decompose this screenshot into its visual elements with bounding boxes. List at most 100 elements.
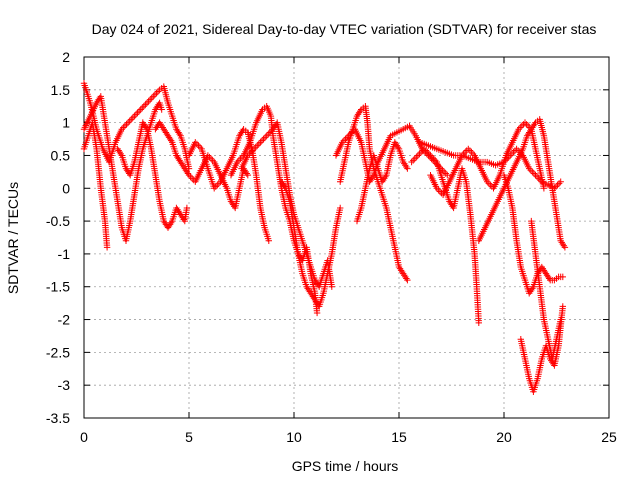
data-point bbox=[468, 148, 475, 156]
data-point bbox=[559, 273, 566, 281]
data-point bbox=[540, 185, 548, 192]
data-point bbox=[521, 119, 529, 126]
x-tick-labels: 0 5 10 15 20 25 bbox=[80, 429, 617, 445]
data-point bbox=[244, 171, 251, 179]
data-point bbox=[555, 180, 563, 187]
y-tick-label: -1.5 bbox=[46, 279, 70, 295]
data-point bbox=[121, 122, 129, 130]
data-point bbox=[408, 158, 415, 166]
x-tick-label: 25 bbox=[601, 429, 617, 445]
y-tick-label: -1 bbox=[58, 246, 71, 262]
data-point bbox=[139, 104, 146, 112]
data-point bbox=[103, 244, 111, 251]
series-track-5 bbox=[152, 119, 251, 212]
data-point bbox=[313, 309, 321, 317]
data-point bbox=[265, 237, 272, 244]
data-point bbox=[557, 316, 564, 323]
data-point bbox=[440, 168, 448, 176]
axis-ticks bbox=[83, 56, 610, 419]
y-tick-label: 1 bbox=[62, 115, 70, 131]
x-tick-label: 20 bbox=[496, 429, 512, 445]
data-point bbox=[337, 204, 344, 212]
data-point bbox=[146, 96, 154, 103]
data-point bbox=[195, 142, 202, 149]
y-axis-label: SDTVAR / TECUs bbox=[5, 182, 21, 294]
data-point bbox=[126, 117, 133, 125]
data-point bbox=[258, 137, 266, 144]
data-point bbox=[145, 98, 152, 105]
data-point bbox=[518, 122, 526, 130]
x-tick-label: 5 bbox=[185, 429, 193, 445]
data-point bbox=[207, 155, 215, 162]
data-point bbox=[123, 121, 130, 128]
data-point bbox=[263, 132, 270, 139]
series-track-15 bbox=[427, 119, 548, 199]
series-track-4 bbox=[114, 119, 191, 231]
data-point bbox=[131, 112, 138, 120]
y-tick-label: 0 bbox=[62, 180, 70, 196]
data-point bbox=[135, 107, 143, 115]
data-point bbox=[124, 119, 132, 126]
y-tick-label: 2 bbox=[62, 49, 70, 65]
data-point bbox=[465, 145, 472, 153]
data-point bbox=[409, 157, 417, 164]
x-tick-label: 15 bbox=[391, 429, 407, 445]
data-point bbox=[260, 135, 267, 143]
data-point bbox=[475, 319, 482, 327]
plot-frame bbox=[83, 56, 610, 419]
series-track-19 bbox=[528, 217, 564, 363]
y-tick-label: 0.5 bbox=[51, 147, 71, 163]
data-point bbox=[411, 155, 418, 162]
y-tick-label: -3 bbox=[58, 377, 71, 393]
data-point bbox=[254, 142, 261, 149]
x-tick-label: 0 bbox=[80, 429, 88, 445]
data-point bbox=[154, 88, 162, 95]
y-tick-label: -2 bbox=[58, 312, 71, 328]
data-point bbox=[523, 121, 530, 128]
data-point bbox=[529, 168, 536, 176]
data-marks bbox=[80, 80, 569, 395]
data-point bbox=[466, 147, 474, 154]
x-tick-label: 10 bbox=[286, 429, 302, 445]
data-point bbox=[142, 101, 149, 108]
series-track-9 bbox=[278, 178, 344, 310]
data-point bbox=[132, 111, 140, 118]
data-point bbox=[134, 109, 141, 116]
y-tick-label: -2.5 bbox=[46, 344, 70, 360]
y-tick-label: -3.5 bbox=[46, 410, 70, 426]
data-point bbox=[151, 91, 159, 98]
y-tick-label: 1.5 bbox=[51, 82, 71, 98]
data-point bbox=[148, 94, 155, 102]
data-point bbox=[342, 135, 349, 143]
data-point bbox=[153, 89, 160, 97]
data-point bbox=[129, 114, 137, 121]
data-point bbox=[530, 170, 538, 177]
series-track-16 bbox=[475, 116, 569, 251]
data-point bbox=[150, 93, 157, 100]
data-point bbox=[255, 140, 263, 148]
data-point bbox=[559, 303, 566, 310]
data-point bbox=[214, 181, 221, 189]
data-point bbox=[257, 139, 264, 146]
data-point bbox=[442, 170, 449, 177]
data-point bbox=[261, 134, 269, 141]
data-point bbox=[328, 283, 335, 290]
data-point bbox=[137, 106, 144, 113]
y-tick-labels: -3.5 -3 -2.5 -2 -1.5 -1 -0.5 0 0.5 1 1.5 2 bbox=[46, 49, 70, 426]
series-track-6 bbox=[185, 126, 272, 244]
data-point bbox=[158, 106, 165, 113]
data-point bbox=[128, 116, 135, 123]
series-track-3 bbox=[80, 119, 111, 251]
x-axis-label: GPS time / hours bbox=[292, 458, 399, 474]
data-point bbox=[561, 244, 569, 251]
data-point bbox=[444, 171, 451, 179]
data-point bbox=[404, 165, 411, 172]
data-point bbox=[461, 148, 469, 156]
data-point bbox=[413, 153, 420, 161]
data-point bbox=[143, 99, 151, 107]
data-point bbox=[404, 276, 411, 284]
data-point bbox=[557, 178, 564, 185]
chart-title: Day 024 of 2021, Sidereal Day-to-day VTE… bbox=[92, 21, 597, 37]
series-track-12 bbox=[353, 139, 411, 225]
